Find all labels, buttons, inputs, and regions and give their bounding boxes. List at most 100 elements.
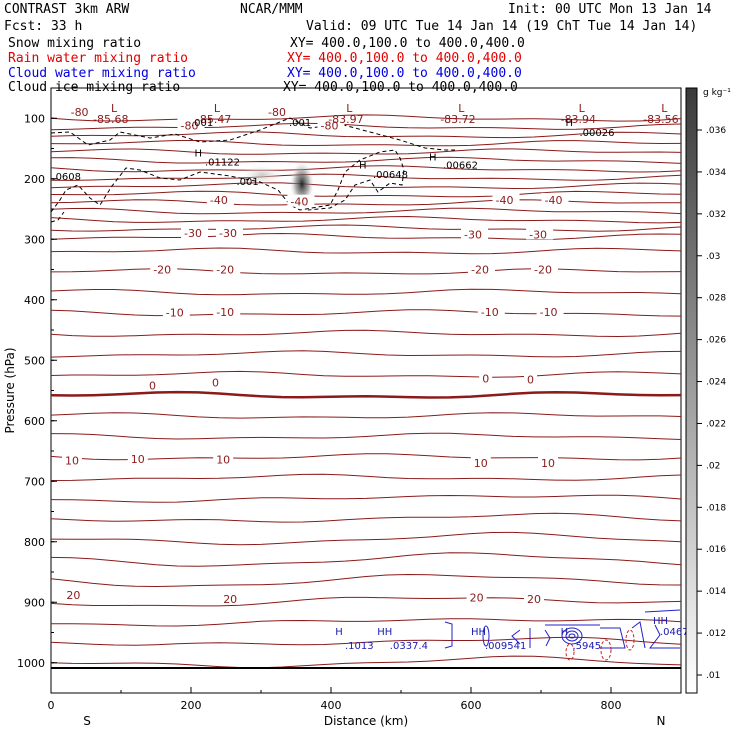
cloud-water-label: .5945 [573,641,602,652]
cloud-water-label: HH [377,627,392,638]
field-extremum-label: H [566,118,574,129]
cloud-water-label: .0337.4 [390,641,428,652]
colorbar-tick-label: .01 [706,671,720,681]
isotherm-line [50,390,682,399]
contour-label-bg [213,262,241,275]
extremum-type-label: L [579,102,586,115]
cloud-water-contour-7 [529,609,681,649]
field-xy-cloud-water: XY= 400.0,100.0 to 400.0,400.0 [287,66,522,81]
isotherm-line [50,190,682,198]
isotherm-line [50,165,682,173]
contour-label-bg [265,105,292,118]
extremum-value-label: -83.72 [440,113,475,126]
temperature-contour-label: 10 [65,455,79,468]
contour-label-bg [477,304,505,317]
contour-label-bg [524,592,544,605]
isotherm-line [50,148,682,155]
temperature-contour-label: -20 [471,264,489,277]
valid-time: Valid: 09 UTC Tue 14 Jan 14 (19 ChT Tue … [306,19,698,34]
y-axis-title: Pressure (hPa) [3,347,17,433]
contour-label-bg [177,118,205,131]
temperature-contour-label: 20 [470,591,484,604]
field-extremum-label: .00026 [580,128,615,139]
contour-label-bg [206,192,234,205]
temperature-contour-label: 20 [66,589,80,602]
y-tick-label: 300 [24,233,45,246]
isotherm-line [50,122,682,131]
contour-label-bg [150,262,178,275]
isotherm-line [50,596,682,607]
y-tick-label: 200 [24,173,45,186]
temperature-contour-label: 10 [474,457,488,470]
cloud-water-label: H [561,627,569,638]
isotherm-line [50,224,682,232]
model-name: CONTRAST 3km ARW [4,2,130,17]
isotherm-line [50,247,682,255]
contour-label-bg [317,118,345,131]
isotherm-line [50,309,682,317]
isotherm-line [50,573,682,588]
temperature-contour-label: -30 [219,227,237,240]
colorbar-tick-label: .024 [706,378,726,388]
temperature-contour-label: -30 [184,227,202,240]
contour-label-bg [541,192,569,205]
temperature-contour-label: -40 [545,194,563,207]
isotherm-lines [50,114,682,669]
contour-label-bg [470,456,491,469]
isotherm-line [50,288,682,296]
colorbar-gradient [685,87,698,694]
contour-label-bg [220,592,241,605]
isotherm-line [50,156,682,164]
isotherm-line [50,173,682,181]
contour-label-bg [63,587,84,600]
field-extremum-label: .0608 [52,172,81,183]
contour-label-bg [538,456,558,469]
contour-label-bg [213,452,234,465]
field-extremum-label: H [359,160,367,171]
colorbar-tick-label: .032 [706,210,726,220]
temperature-contour-label: -40 [290,196,308,209]
cloud-water-contour-1 [444,621,453,649]
extremum-type-label: L [661,102,668,115]
temperature-contour-label: -80 [71,106,89,119]
contour-label-bg [62,453,82,466]
contour-label-bg [524,372,537,385]
y-tick-label: 900 [24,596,45,609]
y-tick-label: 800 [24,536,45,549]
colorbar-tick-label: .026 [706,336,726,346]
y-tick-label: 700 [24,475,45,488]
contour-label-bg [461,227,488,240]
isotherm-line [50,140,682,147]
y-tick-label: 600 [24,415,45,428]
contour-label-bg [492,192,520,205]
contour-label-bg [213,304,241,317]
colorbar-tick-label: .022 [706,419,726,429]
colorbar-unit: g kg⁻¹ [703,88,731,98]
x-tick-label: 200 [181,699,202,712]
temperature-contour-label: -20 [153,264,171,277]
cloud-water-label: .04678 [660,627,695,638]
temperature-contour-label: -80 [321,120,339,133]
isotherm-line [50,473,682,481]
extremum-type-label: L [346,102,353,115]
colorbar-tick-label: .018 [706,503,726,513]
cloud-water-label: .1013 [345,641,374,652]
isotherm-line [50,268,682,275]
contour-label-bg [162,305,190,318]
isotherm-line [50,131,682,139]
cloud-water-label: H [335,627,343,638]
rain-water-contour-3 [625,629,635,651]
isotherm-line [50,412,682,419]
contour-label-bg [536,304,564,317]
cloud-ice-contour [50,117,455,223]
temperature-contour-label: -10 [540,306,558,319]
temperature-contour-label: 10 [541,457,555,470]
extremum-type-label: L [214,102,221,115]
extremum-type-label: L [111,102,118,115]
contour-label-bg [127,451,148,464]
temperature-contour-label: 20 [223,593,237,606]
cloud-water-contour-5 [565,630,579,642]
colorbar-tick-label: .02 [706,461,720,471]
temperature-contour-label: -10 [481,306,499,319]
